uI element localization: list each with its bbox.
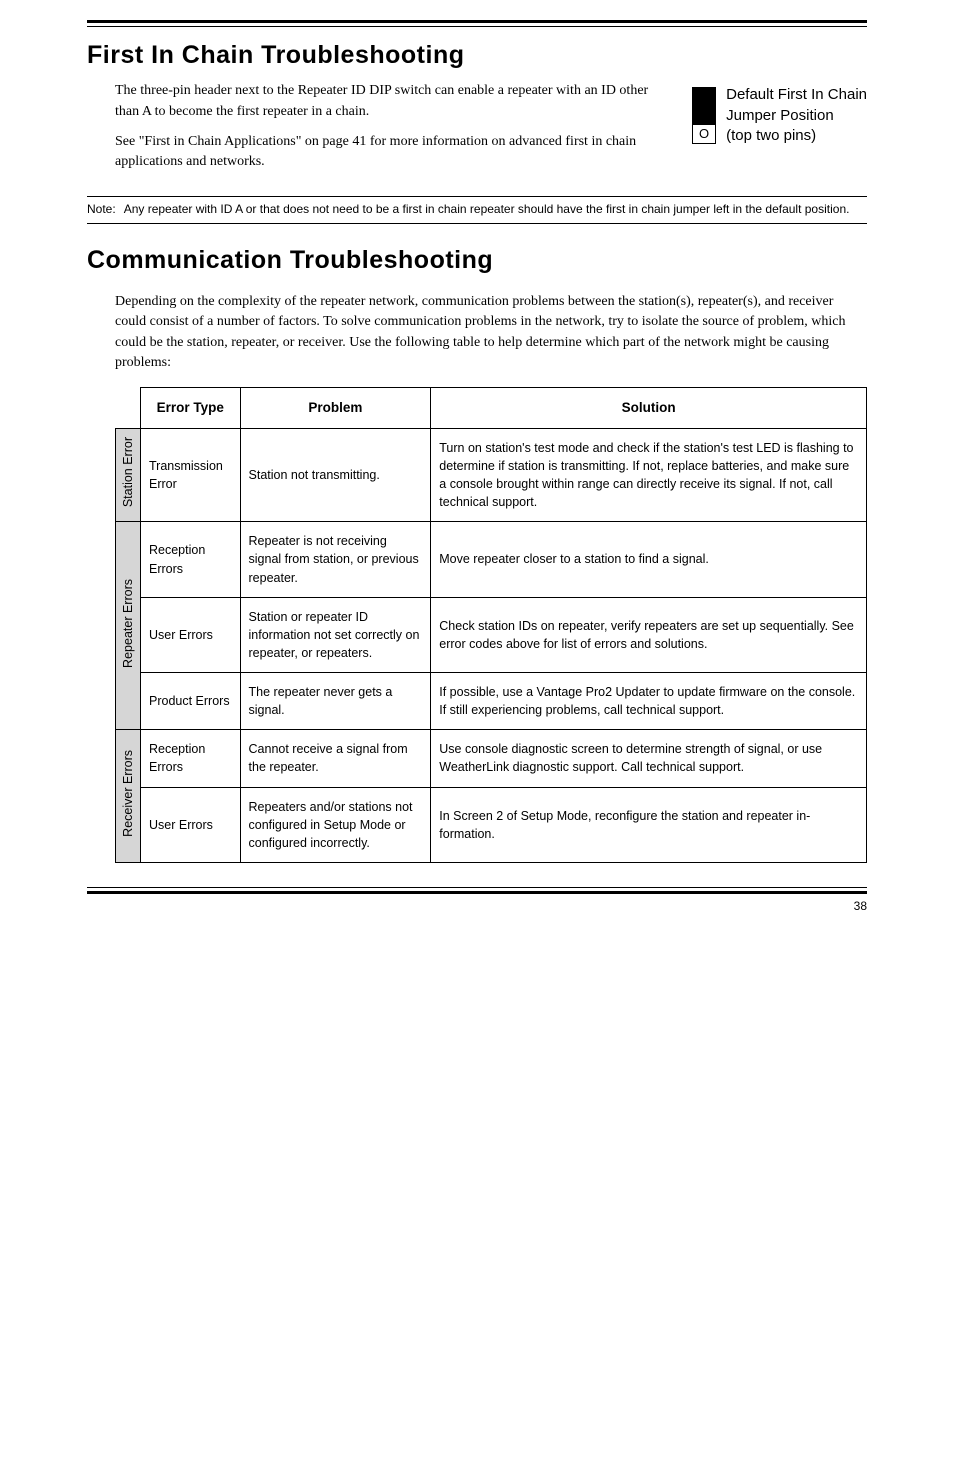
section-title-comm-troubleshooting: Communication Troubleshooting: [87, 242, 867, 278]
cell-solution: Move repeater closer to a station to fin…: [431, 522, 867, 597]
comm-intro-paragraph: Depending on the complexity of the repea…: [115, 292, 867, 373]
section-title-first-in-chain: First In Chain Troubleshooting: [87, 37, 867, 73]
group-label-receiver-errors: Receiver Errors: [116, 730, 141, 863]
group-label-repeater-errors: Repeater Errors: [116, 522, 141, 730]
cell-problem: Repeaters and/or stations not configured…: [240, 787, 431, 862]
jumper-filled-block: [692, 87, 716, 125]
cell-solution: Turn on station's test mode and check if…: [431, 428, 867, 522]
jumper-caption: Default First In Chain Jumper Position (…: [726, 85, 867, 146]
cell-problem: Station or repeater ID information not s…: [240, 597, 431, 672]
top-horizontal-rule: [87, 20, 867, 27]
cell-problem: Repeater is not receiving signal from st…: [240, 522, 431, 597]
jumper-figure: O Default First In Chain Jumper Position…: [692, 85, 867, 146]
table-row: Receiver Errors Reception Errors Cannot …: [116, 730, 867, 787]
bottom-horizontal-rule: [87, 887, 867, 894]
cell-error-type: Reception Errors: [141, 522, 241, 597]
cell-problem: Station not transmitting.: [240, 428, 431, 522]
troubleshooting-table: Error Type Problem Solution Station Erro…: [115, 387, 867, 863]
group-label-station-error: Station Error: [116, 428, 141, 522]
cell-solution: Use console diagnostic screen to determi…: [431, 730, 867, 787]
table-row: User Errors Repeaters and/or stations no…: [116, 787, 867, 862]
note-text: Any repeater with ID A or that does not …: [124, 201, 850, 218]
jumper-graphic: O: [692, 87, 716, 144]
first-in-chain-intro-row: The three-pin header next to the Repeate…: [115, 81, 867, 182]
cell-solution: Check station IDs on repeater, ver­ify r…: [431, 597, 867, 672]
cell-solution: In Screen 2 of Setup Mode, recon­figure …: [431, 787, 867, 862]
cell-error-type: Transmission Error: [141, 428, 241, 522]
table-row: Repeater Errors Reception Errors Repeate…: [116, 522, 867, 597]
table-header-row: Error Type Problem Solution: [116, 388, 867, 429]
first-in-chain-p2: See "First in Chain Applications" on pag…: [115, 132, 672, 173]
table-row: User Errors Station or repeater ID infor…: [116, 597, 867, 672]
first-in-chain-p1: The three-pin header next to the Repeate…: [115, 81, 672, 122]
jumper-caption-line2: Jumper Position: [726, 107, 834, 124]
first-in-chain-text: The three-pin header next to the Repeate…: [115, 81, 672, 182]
cell-solution: If possible, use a Vantage Pro2 Up­dater…: [431, 673, 867, 730]
cell-error-type: User Errors: [141, 597, 241, 672]
cell-error-type: Reception Errors: [141, 730, 241, 787]
cell-error-type: Product Errors: [141, 673, 241, 730]
col-header-solution: Solution: [431, 388, 867, 429]
cell-problem: The repeater never gets a signal.: [240, 673, 431, 730]
table-corner-blank: [116, 388, 141, 429]
cell-error-type: User Errors: [141, 787, 241, 862]
note-label: Note:: [87, 201, 116, 218]
jumper-open-block: O: [692, 125, 716, 144]
table-row: Product Errors The repeater never gets a…: [116, 673, 867, 730]
col-header-error-type: Error Type: [141, 388, 241, 429]
cell-problem: Cannot receive a signal from the repeate…: [240, 730, 431, 787]
jumper-caption-line3: (top two pins): [726, 127, 816, 144]
note-block: Note: Any repeater with ID A or that doe…: [87, 196, 867, 223]
jumper-caption-line1: Default First In Chain: [726, 86, 867, 103]
col-header-problem: Problem: [240, 388, 431, 429]
table-row: Station Error Transmission Error Station…: [116, 428, 867, 522]
page-number: 38: [87, 898, 867, 915]
